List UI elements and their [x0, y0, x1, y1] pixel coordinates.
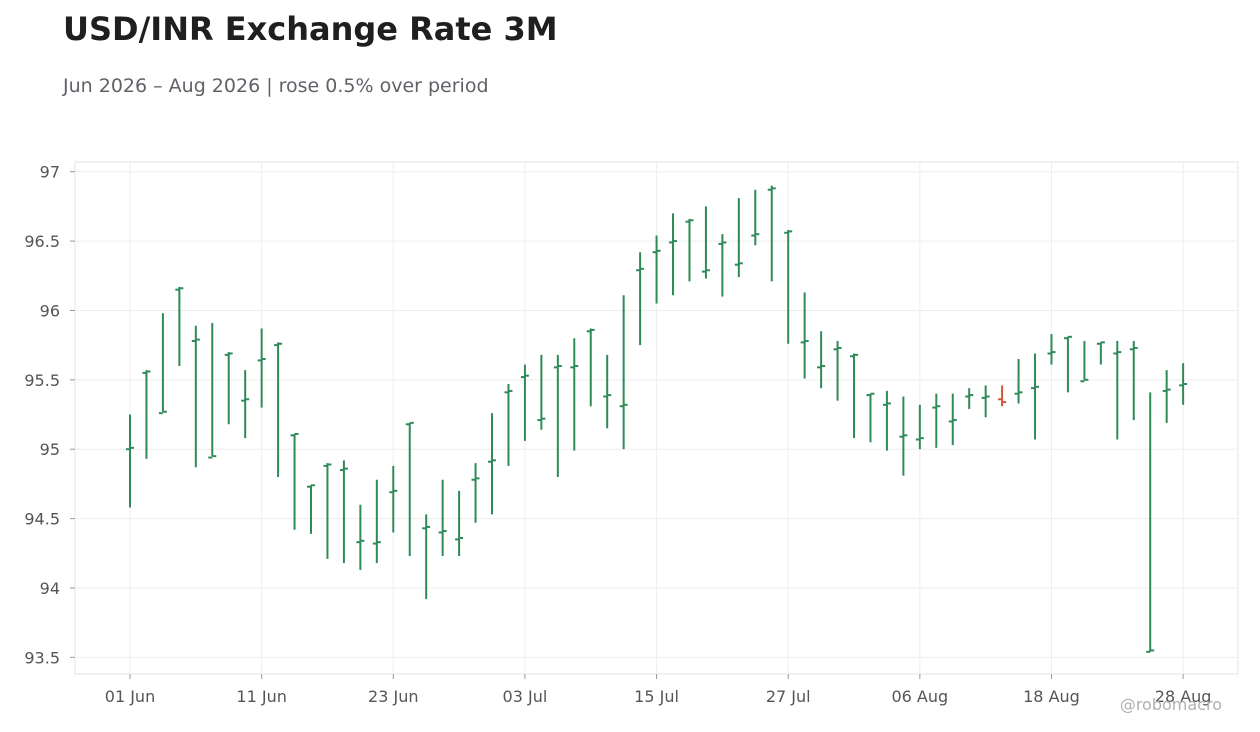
x-tick-label: 06 Aug: [891, 687, 948, 706]
y-tick-label: 93.5: [24, 648, 60, 667]
x-tick-label: 11 Jun: [236, 687, 286, 706]
y-tick-label: 96: [40, 301, 60, 320]
x-tick-label: 18 Aug: [1023, 687, 1080, 706]
grid: 93.5 94 94.5 95 95.5 96 96.5 97 01 Jun 11 Jun 23 J…: [24, 162, 1238, 706]
x-tick-label: 27 Jul: [766, 687, 811, 706]
x-tick-label: 23 Jun: [368, 687, 418, 706]
x-tick-label: 15 Jul: [634, 687, 679, 706]
chart-title: USD/INR Exchange Rate 3M: [63, 10, 558, 48]
y-tick-label: 96.5: [24, 232, 60, 251]
chart-subtitle: Jun 2026 – Aug 2026 | rose 0.5% over per…: [62, 75, 489, 97]
y-tick-label: 97: [40, 163, 60, 182]
y-tick-label: 94: [40, 579, 60, 598]
y-tick-label: 94.5: [24, 510, 60, 529]
y-tick-label: 95.5: [24, 371, 60, 390]
x-tick-label: 28 Aug: [1155, 687, 1212, 706]
bars: [126, 185, 1188, 653]
watermark: @robomacro: [1120, 695, 1222, 714]
x-tick-label: 01 Jun: [105, 687, 155, 706]
y-tick-label: 95: [40, 440, 60, 459]
x-tick-label: 03 Jul: [503, 687, 548, 706]
